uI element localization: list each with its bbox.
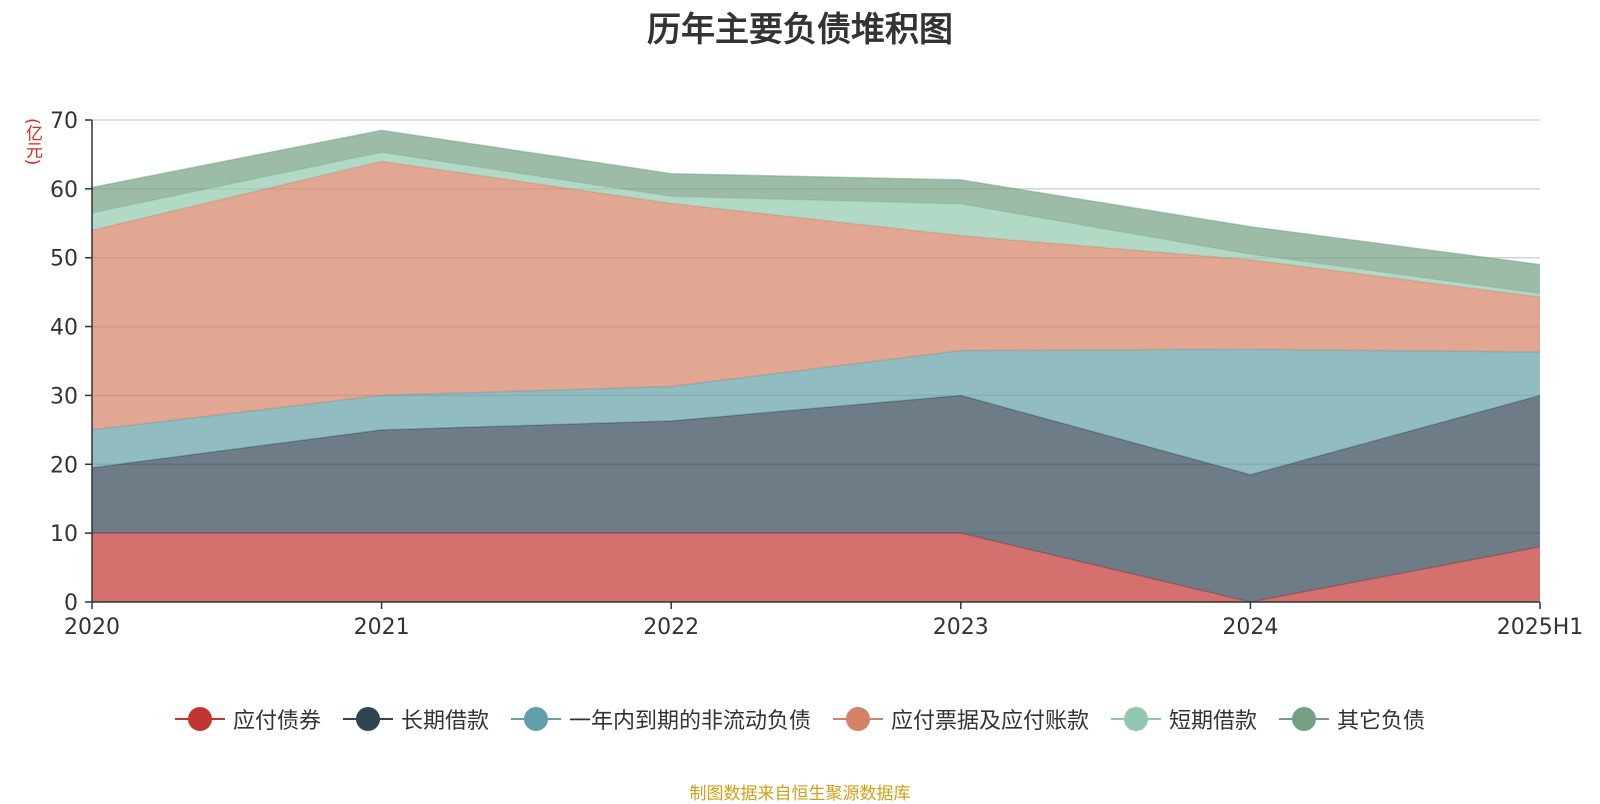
y-tick-label: 50: [50, 247, 78, 272]
x-tick-label: 2020: [64, 615, 120, 640]
legend-swatch-icon: [174, 705, 225, 733]
legend-swatch-icon: [1111, 705, 1162, 733]
legend-swatch-icon: [342, 705, 393, 733]
stacked-areas: [91, 129, 1541, 603]
area-长期借款: [92, 395, 1540, 602]
legend-label: 其它负债: [1337, 709, 1426, 734]
area-一年内到期的非流动负债: [92, 349, 1540, 475]
legend-label: 短期借款: [1169, 709, 1258, 734]
y-tick-label: 0: [64, 591, 78, 616]
x-tick-label: 2023: [933, 615, 989, 640]
source-note: 制图数据来自恒生聚源数据库: [689, 784, 911, 804]
legend-swatch-icon: [510, 705, 561, 733]
area-应付票据及应付账款: [92, 161, 1540, 430]
series-line-其它负债: [91, 129, 1541, 266]
y-tick-label: 70: [50, 109, 78, 134]
y-tick-label: 10: [50, 522, 78, 547]
y-tick-label: 20: [50, 453, 78, 478]
y-tick-label: 60: [50, 178, 78, 203]
legend-swatch-icon: [1279, 705, 1330, 733]
chart-title: 历年主要负债堆积图: [647, 10, 953, 50]
axes: 0 10 20 30 40 50 60 70 2020 2021 2022 2023 2024 2025H…: [50, 109, 1583, 640]
legend-item[interactable]: 应付票据及应付账款: [833, 703, 1089, 735]
y-axis-unit-label: (亿元): [22, 118, 42, 166]
x-tick-label: 2025H1: [1497, 615, 1584, 640]
legend-item[interactable]: 长期借款: [342, 703, 489, 735]
x-tick-label: 2022: [643, 615, 699, 640]
legend-item[interactable]: 一年内到期的非流动负债: [510, 703, 811, 735]
x-tick-label: 2021: [354, 615, 410, 640]
legend: 应付债券 长期借款 一年内到期的非流动负债 应付票据及应付账款 短期借款 其它负债: [0, 703, 1600, 735]
legend-label: 长期借款: [400, 709, 489, 734]
x-tick-label: 2024: [1222, 615, 1278, 640]
legend-item[interactable]: 应付债券: [174, 703, 321, 735]
legend-swatch-icon: [833, 705, 883, 733]
y-tick-label: 40: [50, 316, 78, 341]
area-应付债券: [92, 533, 1540, 602]
y-tick-label: 30: [50, 384, 78, 409]
legend-label: 应付债券: [232, 709, 321, 734]
legend-item[interactable]: 短期借款: [1111, 703, 1257, 735]
legend-label: 一年内到期的非流动负债: [568, 709, 811, 734]
legend-label: 应付票据及应付账款: [891, 709, 1090, 734]
legend-item[interactable]: 其它负债: [1279, 703, 1425, 735]
